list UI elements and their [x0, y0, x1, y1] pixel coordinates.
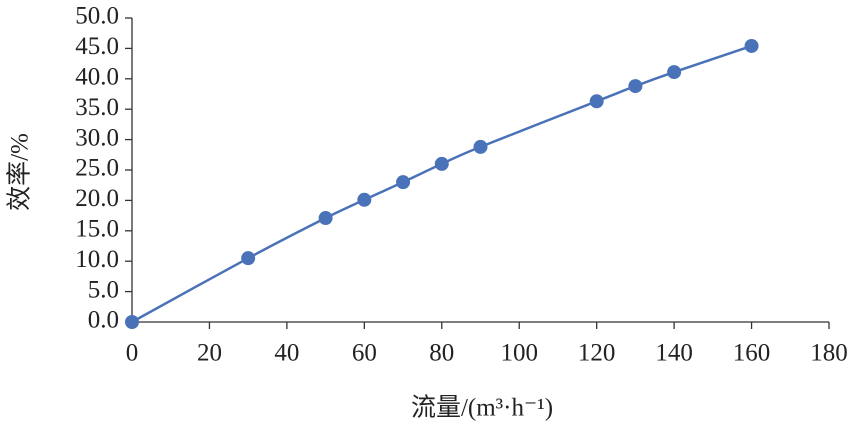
marker	[434, 156, 449, 171]
marker	[667, 65, 682, 80]
marker	[125, 315, 139, 329]
x-tick-label: 0	[126, 340, 139, 367]
x-tick-label: 80	[429, 340, 454, 367]
marker	[744, 38, 759, 53]
y-tick-label: 15.0	[75, 216, 119, 243]
y-tick-label: 20.0	[75, 185, 119, 212]
y-tick-label: 10.0	[75, 246, 119, 273]
y-tick-label: 40.0	[75, 64, 119, 91]
x-tick-label: 140	[655, 340, 693, 367]
x-tick-label: 160	[733, 340, 771, 367]
y-tick-label: 35.0	[75, 94, 119, 121]
y-tick-label: 50.0	[75, 3, 119, 30]
y-tick-label: 0.0	[88, 307, 119, 334]
marker	[396, 175, 411, 190]
line	[131, 44, 752, 324]
marker	[589, 94, 604, 109]
x-axis-label: 流量/(m³·h⁻¹)	[411, 394, 553, 422]
x-tick-label: 120	[578, 340, 616, 367]
marker	[241, 251, 256, 266]
x-tick-label: 100	[500, 340, 538, 367]
y-tick-label: 45.0	[75, 33, 119, 60]
y-tick-label: 5.0	[88, 276, 119, 303]
marker	[628, 79, 643, 94]
y-tick-label: 30.0	[75, 124, 119, 151]
y-axis-label: 效率/%	[6, 133, 34, 211]
x-tick-label: 60	[352, 340, 377, 367]
x-tick-label: 20	[197, 340, 222, 367]
y-tick-label: 25.0	[75, 155, 119, 182]
marker	[318, 211, 333, 226]
x-tick-label: 40	[274, 340, 299, 367]
marker	[357, 192, 372, 207]
marker	[473, 139, 488, 154]
x-tick-label: 180	[810, 340, 848, 367]
